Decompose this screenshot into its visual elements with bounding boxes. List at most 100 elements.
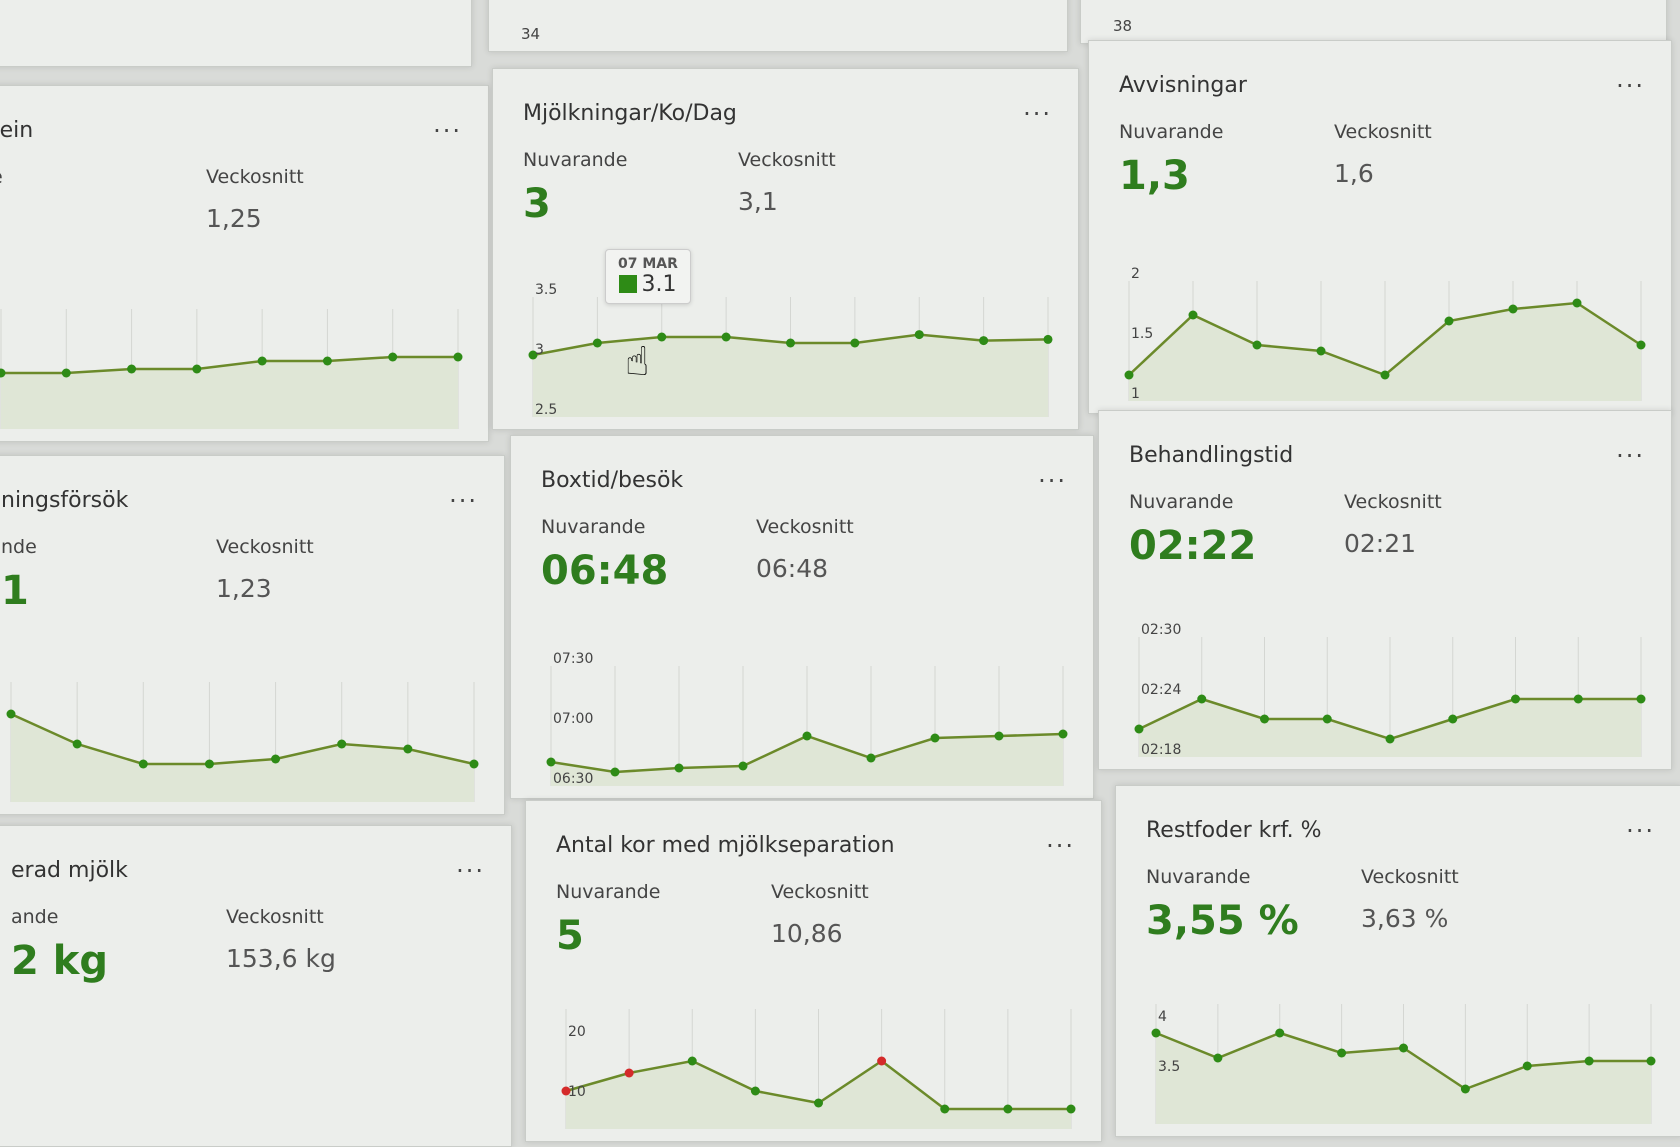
- data-point[interactable]: [1460, 1084, 1470, 1094]
- data-point[interactable]: [1380, 370, 1390, 380]
- data-point[interactable]: [687, 1056, 697, 1066]
- data-point[interactable]: [138, 759, 148, 769]
- data-point[interactable]: [1213, 1053, 1223, 1063]
- data-point[interactable]: [6, 709, 16, 719]
- data-point[interactable]: [1188, 310, 1198, 320]
- data-point[interactable]: [1003, 1104, 1013, 1114]
- area-fill: [1156, 1033, 1651, 1124]
- data-point[interactable]: [1322, 714, 1332, 724]
- data-point[interactable]: [388, 352, 398, 362]
- data-point[interactable]: [192, 364, 202, 374]
- data-point[interactable]: [1337, 1048, 1347, 1058]
- more-menu-icon[interactable]: ...: [1046, 825, 1075, 853]
- data-point[interactable]: [1399, 1043, 1408, 1053]
- area-fill: [1129, 303, 1641, 401]
- top-card-1: [0, 0, 472, 67]
- data-point[interactable]: [657, 332, 667, 342]
- data-point[interactable]: [337, 739, 347, 749]
- current-value: 5: [556, 913, 584, 959]
- data-point[interactable]: [850, 338, 860, 348]
- area-fill: [1, 357, 458, 429]
- current-label: Nuvarande: [523, 149, 628, 171]
- more-menu-icon[interactable]: ...: [1626, 810, 1655, 838]
- data-point[interactable]: [1151, 1028, 1161, 1038]
- data-point[interactable]: [61, 368, 71, 378]
- data-point[interactable]: [1043, 334, 1053, 344]
- data-point[interactable]: [979, 336, 989, 346]
- tick-label: 38: [1113, 17, 1133, 35]
- data-point[interactable]: [940, 1104, 950, 1114]
- data-point[interactable]: [546, 757, 556, 767]
- data-point[interactable]: [610, 767, 620, 777]
- y-tick-label: 3.5: [535, 282, 557, 298]
- current-value: 02:22: [1129, 523, 1257, 569]
- data-point[interactable]: [1066, 1104, 1076, 1114]
- data-point[interactable]: [802, 731, 812, 741]
- y-tick-label: 02:18: [1141, 742, 1181, 757]
- data-point[interactable]: [1124, 370, 1134, 380]
- data-point[interactable]: [721, 332, 731, 342]
- data-point[interactable]: [1316, 346, 1326, 356]
- data-point[interactable]: [1511, 694, 1520, 704]
- data-point[interactable]: [322, 356, 332, 366]
- data-point[interactable]: [877, 1056, 887, 1066]
- data-point[interactable]: [1058, 729, 1068, 739]
- data-point[interactable]: [674, 763, 684, 773]
- current-value: 3: [523, 181, 551, 227]
- data-point[interactable]: [1134, 724, 1144, 734]
- more-menu-icon[interactable]: ...: [449, 480, 478, 508]
- y-tick-label: 02:24: [1141, 682, 1181, 698]
- data-point[interactable]: [866, 753, 876, 763]
- y-tick-label: 06:30: [553, 771, 593, 786]
- data-point[interactable]: [914, 330, 924, 340]
- kpi-card: Boxtid/besök ... Nuvarande Veckosnitt 06…: [510, 435, 1094, 799]
- more-menu-icon[interactable]: ...: [1038, 460, 1067, 488]
- data-point[interactable]: [403, 744, 413, 754]
- data-point[interactable]: [1197, 694, 1207, 704]
- data-point[interactable]: [814, 1098, 823, 1108]
- data-point[interactable]: [1444, 316, 1454, 326]
- data-point[interactable]: [561, 1086, 571, 1096]
- more-menu-icon[interactable]: ...: [456, 850, 485, 878]
- card-title: Behandlingstid: [1129, 443, 1294, 468]
- data-point[interactable]: [592, 338, 602, 348]
- more-menu-icon[interactable]: ...: [1023, 93, 1052, 121]
- data-point[interactable]: [1636, 340, 1646, 350]
- data-point[interactable]: [738, 761, 748, 771]
- card-title: Restfoder krf. %: [1146, 818, 1322, 843]
- data-point[interactable]: [127, 364, 137, 374]
- data-point[interactable]: [750, 1086, 760, 1096]
- hand-cursor-icon: ☝: [625, 339, 650, 385]
- sparkline-chart: 43.5: [1151, 1004, 1656, 1124]
- more-menu-icon[interactable]: ...: [1616, 65, 1645, 93]
- data-point[interactable]: [1584, 1056, 1594, 1066]
- data-point[interactable]: [624, 1068, 634, 1078]
- data-point[interactable]: [1385, 734, 1395, 744]
- data-point[interactable]: [1646, 1056, 1656, 1066]
- data-point[interactable]: [1448, 714, 1458, 724]
- data-point[interactable]: [1522, 1061, 1532, 1071]
- data-point[interactable]: [1508, 304, 1518, 314]
- data-point[interactable]: [204, 759, 214, 769]
- data-point[interactable]: [469, 759, 479, 769]
- more-menu-icon[interactable]: ...: [433, 110, 462, 138]
- data-point[interactable]: [1275, 1028, 1285, 1038]
- data-point[interactable]: [72, 739, 82, 749]
- card-title: Mjölkningar/Ko/Dag: [523, 101, 737, 126]
- data-point[interactable]: [453, 352, 463, 362]
- data-point[interactable]: [528, 350, 538, 360]
- y-tick-label: 20: [568, 1024, 586, 1040]
- data-point[interactable]: [1252, 340, 1262, 350]
- data-point[interactable]: [1573, 694, 1583, 704]
- data-point[interactable]: [271, 754, 281, 764]
- data-point[interactable]: [0, 368, 6, 378]
- more-menu-icon[interactable]: ...: [1616, 435, 1645, 463]
- data-point[interactable]: [1260, 714, 1269, 724]
- data-point[interactable]: [786, 338, 795, 348]
- data-point[interactable]: [930, 733, 940, 743]
- data-point[interactable]: [257, 356, 267, 366]
- data-point[interactable]: [1636, 694, 1646, 704]
- data-point[interactable]: [994, 731, 1004, 741]
- data-point[interactable]: [1572, 298, 1582, 308]
- card-title: Boxtid/besök: [541, 468, 684, 493]
